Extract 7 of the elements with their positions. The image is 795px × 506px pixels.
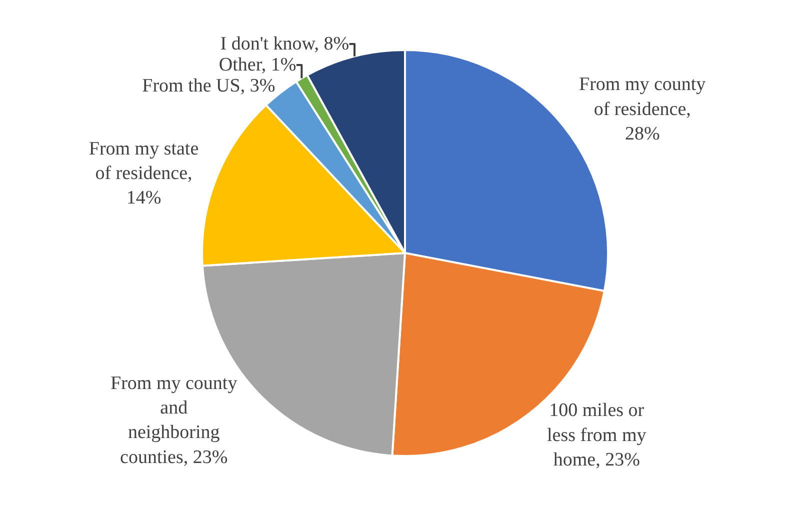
slice-label: From the US, 3% [142,76,276,97]
slice-label: Other, 1% [218,54,296,76]
slice-label: 100 miles or less from my home, 23% [547,400,647,471]
slice-label: From my county and neighboring counties, 23% [110,372,238,468]
slice-label: From my state of residence, 14% [88,138,199,209]
slice-label: From my county of residence, 28% [579,74,706,144]
slice-label: I don't know, 8% [220,34,350,55]
